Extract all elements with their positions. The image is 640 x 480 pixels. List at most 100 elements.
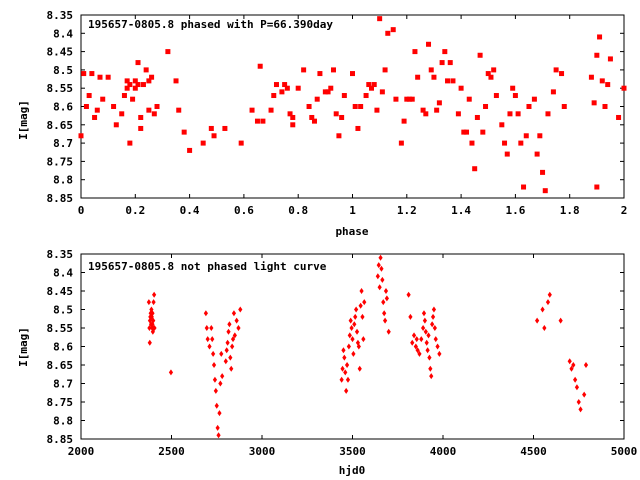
data-point: [154, 104, 160, 109]
data-point: [363, 93, 369, 99]
data-point: [290, 114, 296, 120]
data-point: [328, 85, 334, 91]
data-point: [573, 376, 578, 383]
data-point: [138, 125, 144, 131]
data-point: [224, 347, 229, 354]
data-point: [238, 140, 244, 146]
data-point: [219, 350, 224, 357]
data-point: [433, 336, 438, 343]
x-tick-label: 4500: [520, 445, 547, 458]
data-point: [360, 313, 365, 320]
data-point: [542, 325, 547, 331]
data-point: [426, 332, 431, 339]
data-point: [474, 114, 480, 120]
data-point: [127, 140, 133, 146]
data-point: [97, 74, 103, 80]
data-point: [426, 41, 432, 47]
data-point: [594, 184, 600, 190]
data-point: [229, 365, 234, 372]
data-point: [83, 104, 89, 109]
data-point: [86, 93, 92, 99]
data-point: [531, 96, 537, 102]
data-point: [377, 16, 383, 22]
data-point: [211, 350, 216, 357]
data-point: [173, 78, 179, 84]
data-point: [427, 354, 432, 361]
y-tick-label: 8.65: [47, 119, 74, 132]
data-point: [420, 325, 426, 331]
x-tick-label: 3000: [249, 445, 276, 458]
x-tick-label: 1.2: [397, 204, 417, 217]
data-point: [143, 67, 149, 73]
data-point: [428, 67, 434, 73]
data-point: [379, 265, 384, 272]
data-point: [148, 317, 153, 324]
data-point: [393, 96, 399, 102]
data-point: [146, 78, 152, 84]
data-point: [450, 78, 456, 84]
data-point: [92, 114, 98, 120]
data-point: [146, 299, 151, 306]
data-point: [105, 74, 111, 80]
data-point: [314, 96, 320, 102]
data-point: [464, 129, 470, 135]
data-point: [342, 354, 347, 361]
data-point: [119, 111, 125, 117]
y-tick-label: 8.5: [53, 64, 73, 77]
data-point: [176, 107, 182, 113]
x-tick-label: 1.6: [505, 204, 525, 217]
data-points: [146, 254, 589, 439]
data-point: [168, 369, 174, 376]
data-point: [442, 49, 448, 55]
data-point: [469, 140, 475, 146]
data-point: [384, 295, 389, 302]
y-tick-label: 8.5: [53, 304, 73, 317]
data-point: [386, 328, 391, 335]
data-point: [461, 129, 467, 135]
data-point: [238, 306, 243, 313]
data-point: [222, 125, 228, 131]
y-tick-label: 8.6: [53, 341, 73, 354]
data-point: [339, 376, 344, 383]
data-point: [311, 118, 317, 124]
data-point: [124, 78, 130, 84]
data-point: [414, 336, 419, 343]
data-point: [385, 30, 391, 36]
data-point: [480, 129, 486, 135]
data-point: [430, 313, 436, 320]
data-point: [567, 358, 572, 365]
x-tick-label: 0.8: [288, 204, 308, 217]
data-point: [230, 336, 236, 343]
data-point: [132, 85, 138, 91]
data-point: [322, 89, 328, 95]
data-point: [493, 93, 499, 99]
data-point: [306, 104, 312, 109]
data-point: [339, 114, 345, 120]
data-point: [607, 56, 613, 62]
data-point: [204, 325, 209, 331]
data-point: [357, 365, 362, 372]
phased-light-curve-panel: 0 0.2 0.4 0.6 0.8 1 1.2 1.4 1.6 1.8 2 8.35 8.4 8.45 8.…: [17, 9, 627, 238]
data-point: [550, 89, 556, 95]
data-point: [435, 343, 440, 350]
data-point: [485, 71, 491, 77]
data-point: [284, 85, 290, 91]
data-point: [535, 317, 540, 324]
data-point: [213, 387, 218, 394]
data-point: [359, 288, 364, 294]
data-point: [434, 107, 440, 113]
data-point: [510, 85, 516, 91]
data-point: [227, 321, 232, 328]
x-axis-label: phase: [335, 225, 368, 238]
data-point: [130, 96, 136, 102]
data-point: [545, 299, 551, 306]
data-point: [341, 93, 347, 99]
data-point: [558, 317, 563, 324]
data-point: [220, 373, 225, 380]
data-point: [211, 133, 217, 139]
data-point: [377, 284, 382, 291]
data-point: [591, 100, 597, 106]
data-point: [352, 321, 357, 328]
data-point: [578, 406, 583, 413]
data-point: [212, 376, 218, 383]
